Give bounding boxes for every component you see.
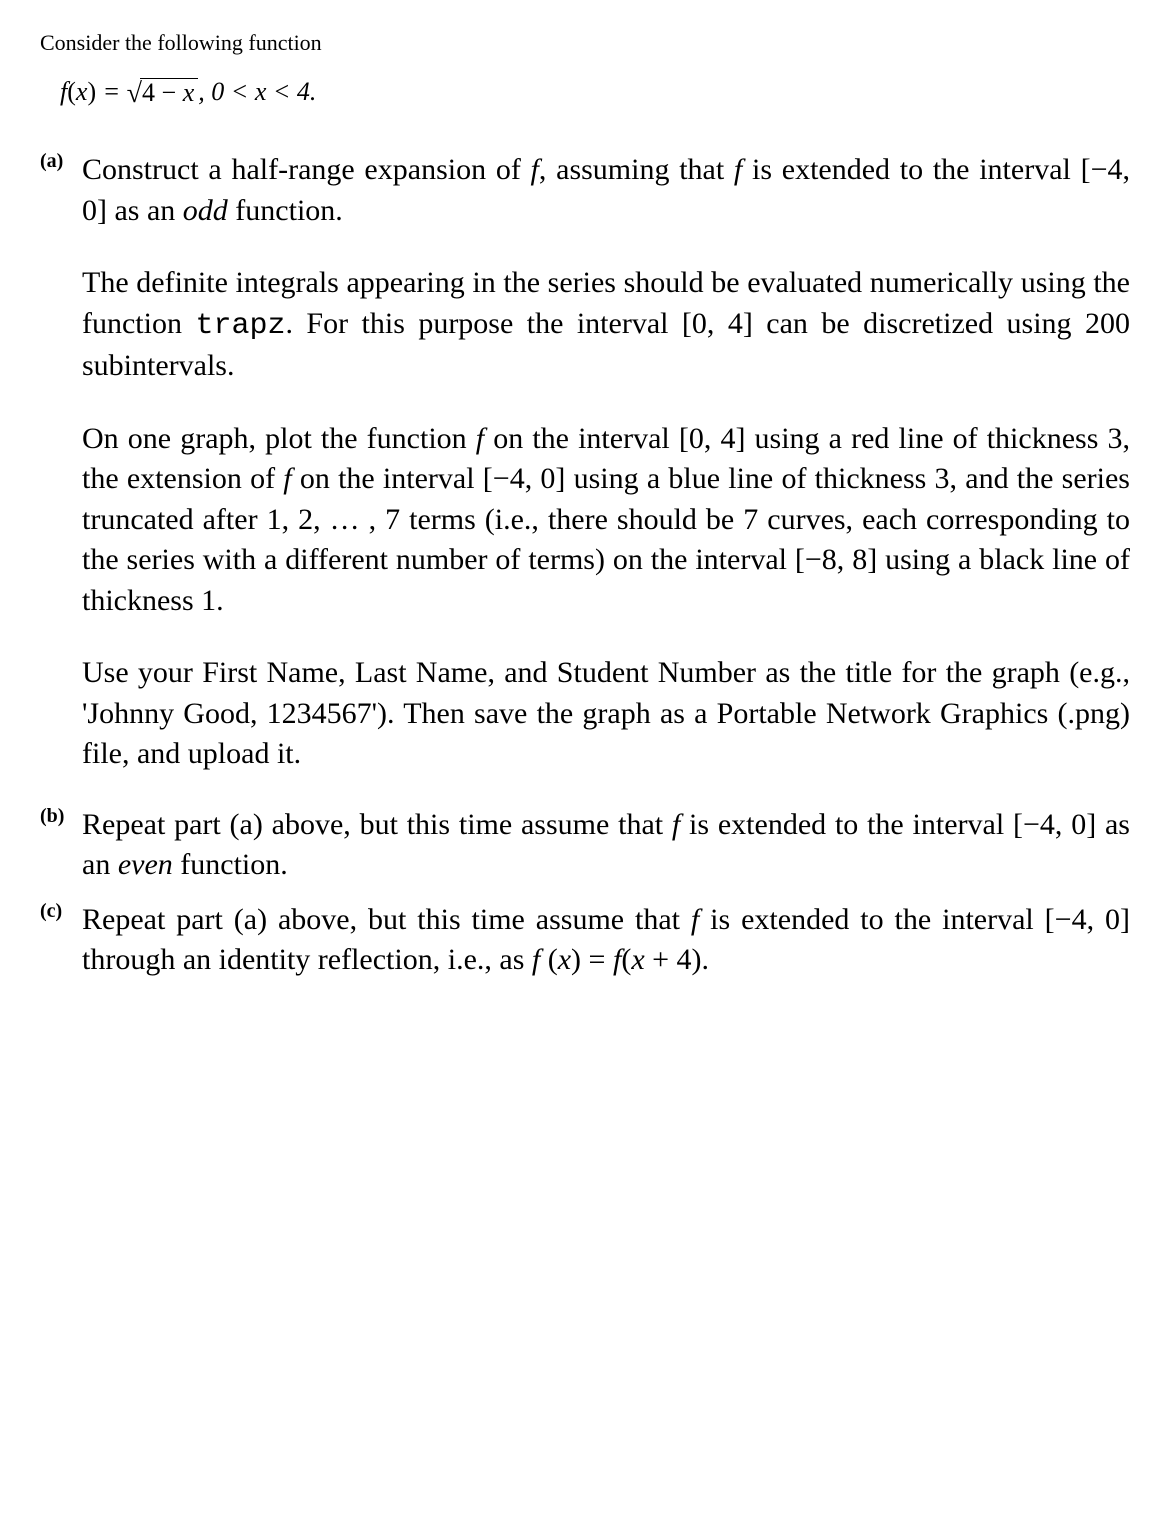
pc-pre: Repeat part (a) above, but this time ass…	[82, 903, 691, 936]
pc-paren2: (	[621, 943, 631, 976]
pb-even: even	[118, 848, 173, 881]
radicand-var: x	[183, 78, 195, 107]
pc-f2: f	[532, 943, 540, 976]
radicand: 4 − x	[140, 78, 198, 108]
p3-pre: On one graph, plot the function	[82, 422, 476, 455]
pc-x2: x	[631, 943, 644, 976]
pc-f1: f	[691, 903, 699, 936]
part-a-p2: The definite integrals appearing in the …	[82, 263, 1130, 387]
part-b-p: Repeat part (a) above, but this time ass…	[82, 805, 1130, 886]
pc-exprend: + 4).	[645, 943, 709, 976]
part-c: (c) Repeat part (a) above, but this time…	[40, 900, 1130, 981]
pc-exprmid: ) =	[571, 943, 613, 976]
formula-eq: =	[96, 77, 127, 106]
formula-x: x	[76, 77, 88, 106]
p3-f1: f	[476, 422, 484, 455]
p1-mid: , assuming that	[539, 153, 734, 186]
pb-end: function.	[173, 848, 288, 881]
part-a-label: (a)	[40, 150, 63, 173]
p1-odd: odd	[183, 194, 228, 227]
part-a: (a) Construct a half-range expansion of …	[40, 150, 1130, 775]
document-page: Consider the following function f(x) = √…	[0, 0, 1170, 1518]
p1-f2: f	[734, 153, 742, 186]
formula-tail-end: < 4.	[266, 77, 316, 106]
pb-pre: Repeat part (a) above, but this time ass…	[82, 808, 672, 841]
p1-pre: Construct a half-range expansion of	[82, 153, 531, 186]
part-b: (b) Repeat part (a) above, but this time…	[40, 805, 1130, 886]
p3-f2: f	[283, 462, 291, 495]
pc-x1: x	[558, 943, 571, 976]
p1-end: function.	[228, 194, 343, 227]
radicand-const: 4 −	[142, 78, 183, 107]
part-a-p3: On one graph, plot the function f on the…	[82, 419, 1130, 622]
formula-tail: , 0 <	[198, 77, 255, 106]
p2-code: trapz	[195, 309, 285, 343]
function-formula: f(x) = √4 − x, 0 < x < 4.	[60, 74, 1130, 110]
part-c-label: (c)	[40, 900, 62, 923]
pb-f: f	[672, 808, 680, 841]
part-a-p4: Use your First Name, Last Name, and Stud…	[82, 653, 1130, 775]
square-root: √4 − x	[127, 78, 199, 108]
pc-open: (	[548, 943, 558, 976]
p1-f1: f	[531, 153, 539, 186]
part-a-p1: Construct a half-range expansion of f, a…	[82, 150, 1130, 231]
formula-tail-var: x	[255, 77, 267, 106]
intro-text: Consider the following function	[40, 30, 1130, 56]
part-c-p: Repeat part (a) above, but this time ass…	[82, 900, 1130, 981]
part-b-label: (b)	[40, 805, 64, 828]
